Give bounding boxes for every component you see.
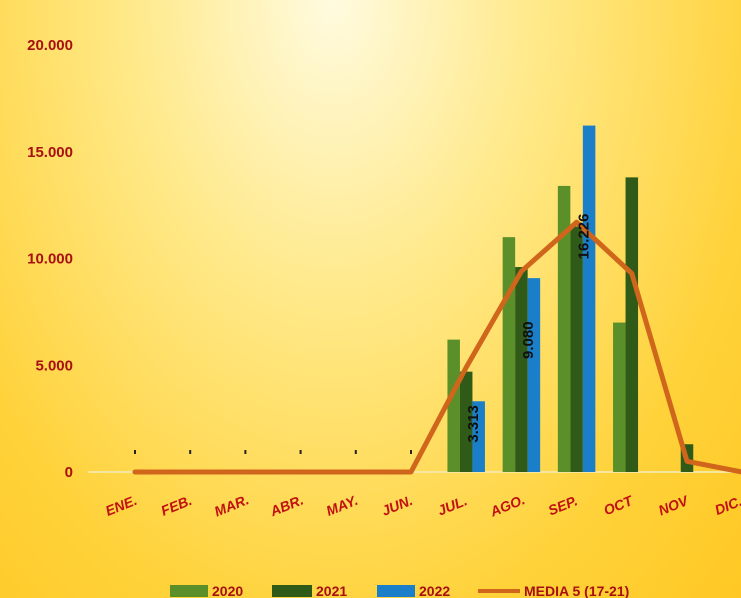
- legend-swatch: [272, 585, 312, 597]
- bar-2022: [472, 401, 485, 472]
- legend-label: 2021: [316, 583, 347, 598]
- x-tick-label: JUL.: [435, 492, 469, 518]
- legend-swatch: [170, 585, 208, 597]
- x-tick-label: AGO.: [487, 491, 527, 520]
- x-tick-label: ENE.: [103, 492, 139, 519]
- x-tick-mark: [354, 450, 357, 454]
- data-label: 3.313: [465, 405, 482, 443]
- y-tick-label: 10.000: [27, 251, 73, 268]
- bar-2022: [527, 278, 541, 472]
- x-tick-mark: [299, 450, 302, 454]
- x-tick-mark: [189, 450, 192, 454]
- data-label: 9.080: [520, 321, 537, 359]
- bar-2020: [557, 185, 571, 472]
- line-series-media: [132, 219, 741, 475]
- x-tick-mark: [410, 450, 412, 454]
- bar-2021: [515, 267, 528, 472]
- y-tick-label: 0: [65, 464, 73, 481]
- y-tick-label: 5.000: [35, 357, 73, 374]
- x-tick-label: JUN.: [379, 492, 415, 519]
- x-tick-mark: [244, 450, 247, 454]
- y-tick-label: 15.000: [27, 144, 73, 161]
- data-label: 16.226: [575, 213, 592, 259]
- y-tick-label: 20.000: [27, 37, 73, 54]
- bar-2020: [502, 237, 516, 472]
- x-tick-label: DIC.: [712, 493, 741, 518]
- x-tick-label: MAY.: [324, 492, 360, 519]
- bar-2020: [447, 339, 460, 472]
- x-tick-mark: [134, 450, 136, 454]
- legend-label: 2020: [212, 583, 243, 598]
- x-tick-label: OCT: [601, 492, 636, 518]
- bar-2021: [625, 177, 639, 472]
- x-tick-label: NOV: [656, 492, 692, 519]
- x-tick-label: FEB.: [159, 492, 195, 519]
- legend-swatch: [377, 585, 415, 597]
- bar-2021: [570, 226, 583, 472]
- bar-2020: [613, 322, 626, 472]
- x-tick-label: SEP.: [546, 492, 580, 518]
- x-tick-label: MAR.: [212, 491, 251, 519]
- legend-label: MEDIA 5 (17-21): [524, 583, 629, 598]
- legend-label: 2022: [419, 583, 450, 598]
- x-tick-label: ABR.: [267, 492, 306, 520]
- bar-2021: [459, 371, 473, 472]
- bar-2022: [582, 125, 596, 473]
